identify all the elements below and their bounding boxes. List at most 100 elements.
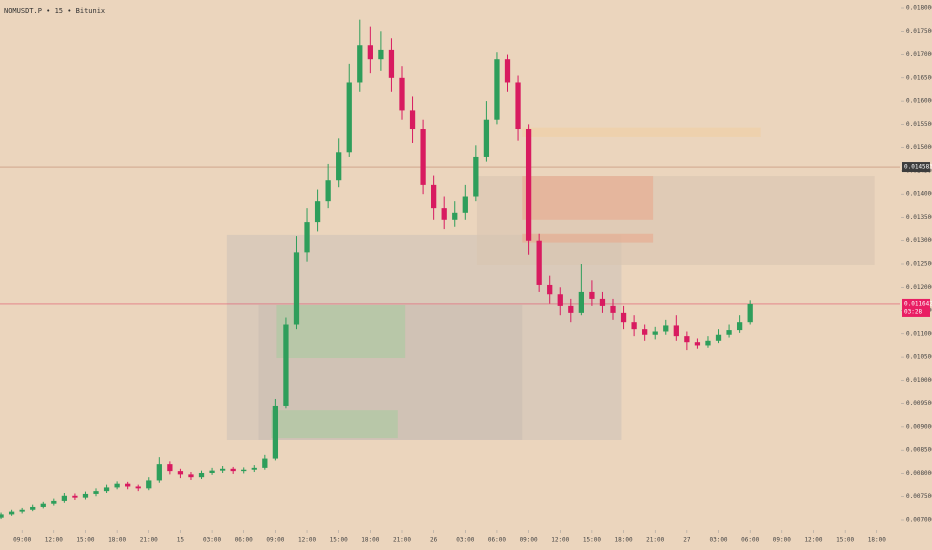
- candle-body: [8, 511, 15, 515]
- zone: [271, 410, 398, 439]
- x-tick-label: 15:00: [583, 537, 601, 544]
- price-label: 0.014583: [904, 164, 932, 171]
- candle-body: [420, 129, 426, 185]
- candle-body: [209, 470, 215, 473]
- candle-body: [251, 467, 257, 470]
- candle-body: [473, 156, 479, 197]
- x-tick-label: 18:00: [108, 537, 126, 544]
- x-tick-label: 06:00: [488, 537, 506, 544]
- candle-body: [525, 129, 532, 241]
- x-tick-label: 09:00: [773, 537, 791, 544]
- x-tick-label: 09:00: [13, 537, 31, 544]
- candle-body: [167, 464, 173, 472]
- x-tick-label: 15:00: [836, 537, 854, 544]
- x-tick-label: 18:00: [615, 537, 633, 544]
- candle-body: [673, 325, 679, 337]
- zone: [522, 233, 654, 243]
- x-tick-label: 27: [683, 537, 691, 544]
- candle-body: [314, 201, 321, 223]
- candle-body: [642, 329, 648, 335]
- x-tick-label: 12:00: [804, 537, 822, 544]
- candle-body: [357, 45, 363, 83]
- candle-body: [114, 483, 120, 488]
- candle-body: [325, 180, 331, 202]
- x-tick-label: 06:00: [741, 537, 759, 544]
- candle-body: [431, 184, 437, 209]
- candle-body: [0, 514, 4, 518]
- candle-body: [747, 303, 753, 323]
- candle-body: [715, 334, 722, 341]
- price-label: 0.011642: [904, 300, 932, 307]
- chart-title: NOMUSDT.P • 15 • Bitunix: [4, 7, 105, 15]
- candle-body: [536, 240, 542, 285]
- candle-body: [547, 284, 553, 295]
- candle-body: [346, 82, 352, 153]
- candle-body: [694, 342, 701, 346]
- candle-body: [72, 495, 78, 498]
- x-tick-label: 21:00: [140, 537, 158, 544]
- candle-body: [441, 208, 447, 220]
- candle-body: [367, 45, 373, 60]
- candle-body: [620, 312, 627, 323]
- candle-body: [30, 506, 36, 510]
- candle-body: [125, 483, 131, 487]
- x-tick-label: 03:00: [203, 537, 221, 544]
- candle-body: [135, 486, 141, 489]
- candle-body: [726, 330, 732, 335]
- candle-body: [736, 322, 743, 331]
- candle-body: [241, 469, 247, 472]
- candle-body: [177, 471, 184, 475]
- x-tick-label: 06:00: [235, 537, 253, 544]
- candle-body: [40, 503, 46, 507]
- candle-body: [599, 298, 606, 306]
- x-tick-label: 21:00: [393, 537, 411, 544]
- candle-body: [304, 222, 310, 253]
- x-tick-label: 12:00: [298, 537, 316, 544]
- candle-body: [198, 472, 205, 478]
- price-label-box: [902, 298, 930, 317]
- candle-body: [103, 487, 110, 492]
- x-tick-label: 21:00: [646, 537, 664, 544]
- x-tick-label: 15: [177, 537, 185, 544]
- candle-body: [494, 59, 500, 120]
- x-tick-label: 09:00: [520, 537, 538, 544]
- x-tick-label: 12:00: [551, 537, 569, 544]
- candle-body: [409, 110, 416, 130]
- candle-body: [283, 324, 289, 406]
- candle-body: [336, 152, 342, 181]
- candle-body: [293, 252, 300, 325]
- x-tick-label: 18:00: [868, 537, 886, 544]
- zone: [522, 176, 654, 220]
- price-label-box: [902, 162, 930, 173]
- candle-body: [515, 82, 521, 130]
- x-tick-label: 15:00: [330, 537, 348, 544]
- candle-body: [61, 495, 67, 501]
- candle-body: [156, 464, 162, 481]
- plot-area: [0, 19, 900, 520]
- candle-body: [19, 509, 25, 512]
- x-tick-label: 26: [430, 537, 438, 544]
- candle-body: [610, 305, 616, 313]
- candle-body: [504, 59, 511, 83]
- x-tick-label: 12:00: [45, 537, 63, 544]
- zone: [522, 127, 761, 137]
- x-tick-label: 03:00: [709, 537, 727, 544]
- candle-body: [93, 491, 99, 494]
- candle-body: [483, 119, 490, 157]
- candle-body: [631, 322, 637, 330]
